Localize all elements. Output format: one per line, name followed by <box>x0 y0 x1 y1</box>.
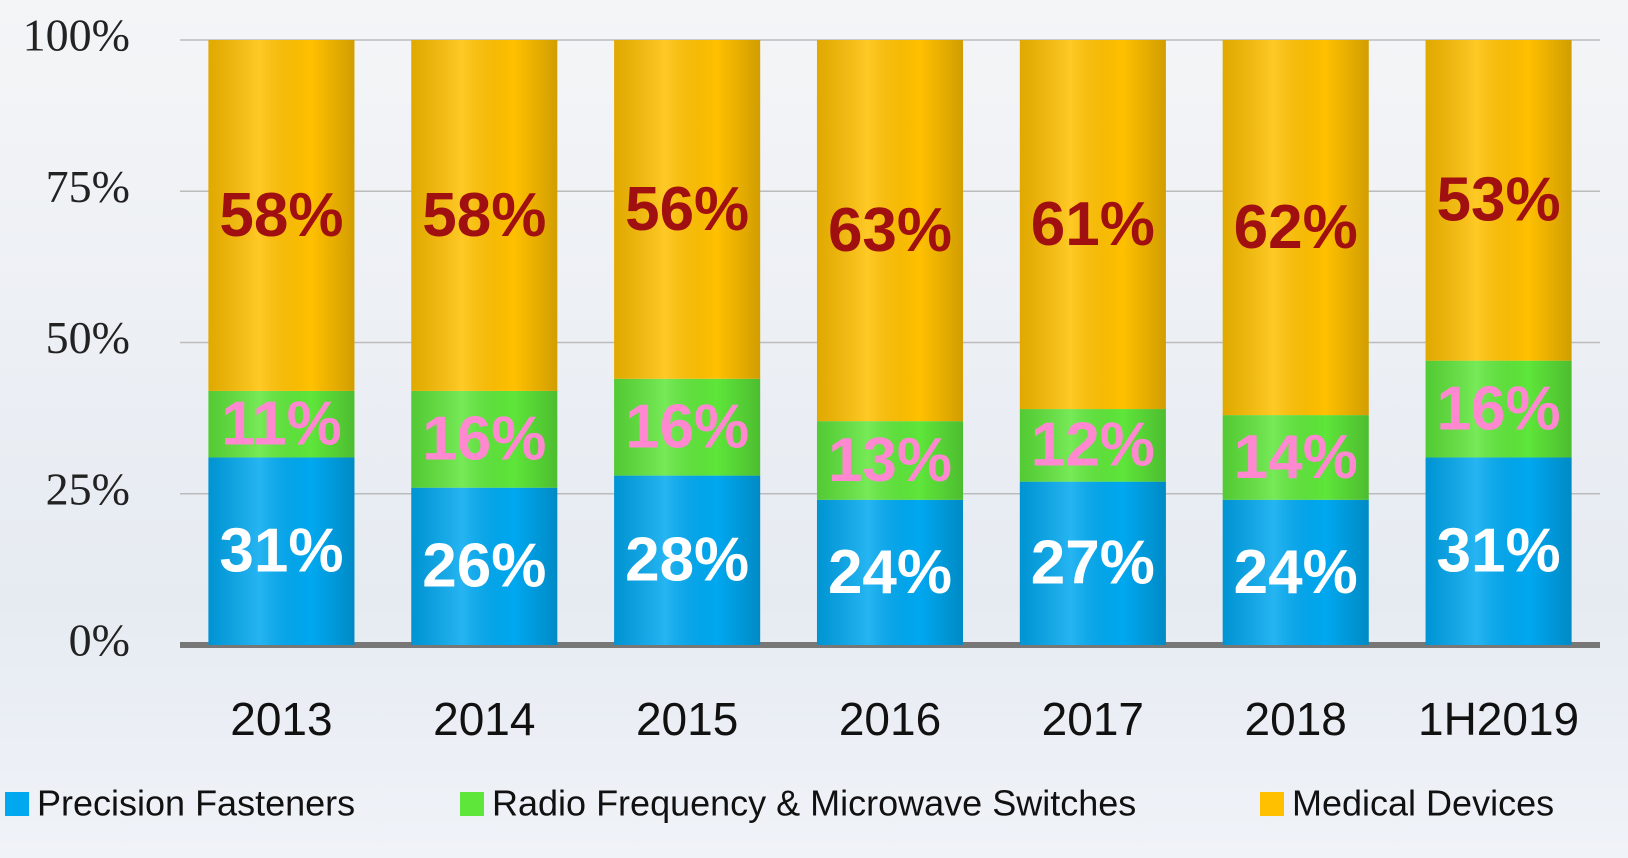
y-tick-label: 50% <box>46 312 130 363</box>
y-tick-label: 100% <box>23 10 130 61</box>
value-label: 14% <box>1234 423 1358 492</box>
value-label: 62% <box>1234 193 1358 262</box>
value-label: 56% <box>625 175 749 244</box>
value-label: 12% <box>1031 411 1155 480</box>
value-label: 31% <box>1437 517 1561 586</box>
y-tick-label: 75% <box>46 161 130 212</box>
y-tick-label: 25% <box>46 463 130 514</box>
legend-swatch <box>1260 792 1284 816</box>
value-label: 61% <box>1031 190 1155 259</box>
value-label: 63% <box>828 196 952 265</box>
legend-label: Medical Devices <box>1292 783 1554 824</box>
value-label: 27% <box>1031 529 1155 598</box>
x-tick-label: 2015 <box>636 693 738 745</box>
value-label: 53% <box>1437 166 1561 235</box>
value-label: 24% <box>828 538 952 607</box>
x-tick-label: 2014 <box>433 693 535 745</box>
legend-swatch <box>5 792 29 816</box>
x-tick-label: 2016 <box>839 693 941 745</box>
value-label: 16% <box>422 405 546 474</box>
x-tick-label: 2017 <box>1042 693 1144 745</box>
chart: 0% 25% 50% 75% 100% 31% 11% 58% 2013 26% 16% 58% 201… <box>0 0 1628 858</box>
legend-label: Precision Fasteners <box>37 783 355 824</box>
value-label: 31% <box>219 517 343 586</box>
value-label: 13% <box>828 426 952 495</box>
x-tick-label: 2018 <box>1245 693 1347 745</box>
value-label: 58% <box>219 181 343 250</box>
value-label: 24% <box>1234 538 1358 607</box>
value-label: 26% <box>422 532 546 601</box>
value-label: 16% <box>625 393 749 462</box>
legend-label: Radio Frequency & Microwave Switches <box>492 783 1136 824</box>
x-tick-label: 2013 <box>230 693 332 745</box>
x-tick-label: 1H2019 <box>1418 693 1579 745</box>
value-label: 58% <box>422 181 546 250</box>
value-label: 16% <box>1437 374 1561 443</box>
legend-swatch <box>460 792 484 816</box>
value-label: 11% <box>221 390 342 459</box>
value-label: 28% <box>625 526 749 595</box>
y-tick-label: 0% <box>69 615 130 666</box>
